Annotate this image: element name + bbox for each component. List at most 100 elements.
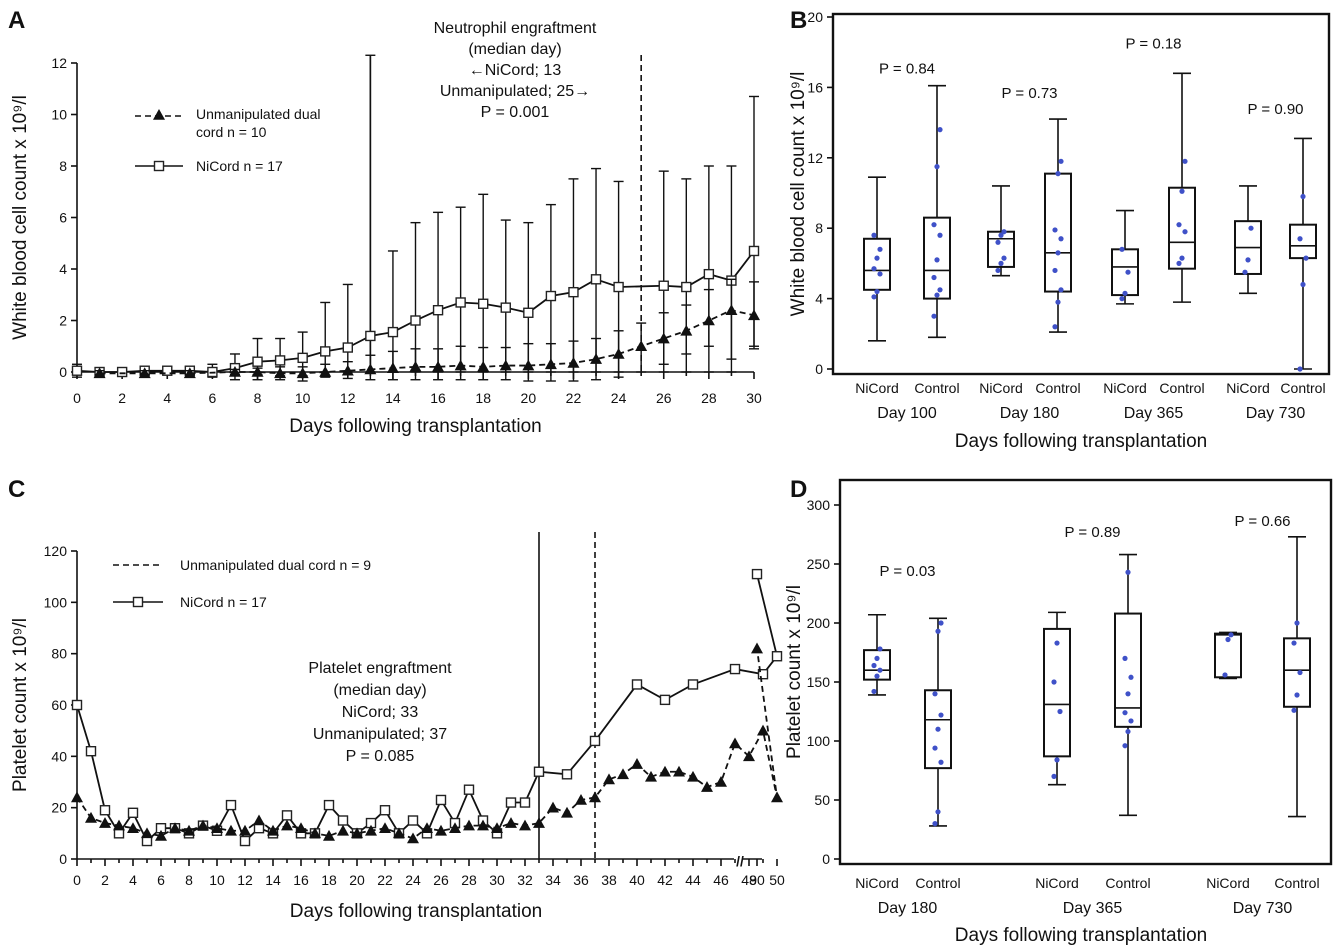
panel-b: B 0 4 8 12 16 20 White blood cell count x 10⁹/l… [788,7,1331,452]
box-group: P = 0.03 Day 180 NiCord Control [855,563,960,917]
data-point [1225,636,1231,643]
data-point [1055,171,1061,177]
data-point [323,829,335,841]
data-point [748,309,760,321]
data-point [1119,296,1125,302]
data-point [1001,229,1007,235]
data-point [155,829,167,841]
data-point [393,827,405,839]
data-point [590,353,603,364]
annotation-a: ←NiCord; 13 [469,62,562,79]
box-category-label: NiCord [855,875,899,891]
data-point [211,822,223,833]
box [1111,248,1139,297]
data-point [1291,640,1297,646]
y-axis-title-c: Platelet count x 10⁹/l [10,618,31,792]
data-point [435,824,447,836]
data-point [589,791,601,803]
box-category-label: Control [915,875,960,891]
data-point [432,305,444,316]
data-point [932,745,938,751]
data-point [931,274,937,281]
x-tick-label-c: 20 [349,872,365,888]
data-point [687,770,699,782]
box-group: P = 0.66 Day 730 NiCord Control [1206,513,1319,917]
y-tick-label-c: 40 [51,748,67,764]
data-point [505,817,517,828]
data-point [725,304,738,315]
data-point [659,765,671,777]
annotation-a: Unmanipulated; 25→ [440,83,590,100]
data-point [228,366,241,377]
x-tick-label-c: 26 [433,872,449,888]
x-axis-title: Days following transplantation [955,431,1207,452]
y-tick-label: 12 [807,150,823,166]
data-point [183,824,195,836]
box-category-label: NiCord [1103,380,1147,396]
data-point [365,824,377,836]
x-tick-label-c: 50 [769,872,785,888]
data-point [748,245,760,257]
data-point [533,766,545,777]
series-nicord-a [71,54,760,382]
data-point [225,824,237,836]
data-point [116,366,128,378]
data-point [931,313,937,319]
annotation-a: P = 0.001 [481,104,550,121]
y-tick-label: 4 [815,291,823,307]
data-point [771,651,783,662]
x-tick-label-c: 12 [237,872,253,888]
data-point [1057,708,1063,715]
group-day-label: Day 365 [1124,405,1184,422]
data-point [71,699,83,711]
y-tick-label-a: 10 [51,107,67,123]
data-point [71,791,83,803]
y-tick-label-c: 20 [51,800,67,816]
legend-marker [153,160,165,172]
x-tick-label-c: 32 [517,872,533,888]
box-category-label: Control [1159,380,1204,396]
x-tick-label-c: 46 [713,872,729,888]
data-point [1058,158,1064,164]
data-point [874,255,880,261]
data-point [1119,246,1125,252]
data-point [113,819,125,831]
data-point [239,835,251,847]
box-category-label: Control [1280,380,1325,396]
data-point [934,257,940,263]
data-point [877,246,883,252]
box-category-label: NiCord [1206,875,1250,891]
data-point [703,268,715,280]
data-point [491,822,503,833]
p-value: P = 0.73 [1001,85,1057,102]
x-tick-label-c: 28 [461,872,477,888]
y-tick-label: 20 [807,9,823,25]
data-point [702,314,715,326]
box [923,216,951,300]
group-day-label: Day 730 [1246,405,1306,422]
data-point [937,232,943,238]
data-point [478,298,489,309]
legend-c: Unmanipulated dual cord n = 9 NiCord n = … [113,557,371,610]
group-day-label: Day 100 [877,405,937,422]
data-point [877,271,883,277]
data-point [197,819,209,831]
data-point [141,827,153,839]
y-axis-title: White blood cell count x 10⁹/l [788,72,809,317]
data-point [631,758,643,769]
data-point [99,805,111,816]
data-point [533,817,545,828]
panel-d: D 0 50 100 150 200 250 300 Platelet count x 10⁹/… [784,476,1333,946]
data-point [169,822,181,833]
data-point [1179,255,1185,261]
data-point [463,784,475,795]
data-point [935,809,941,815]
data-point [871,688,877,695]
data-point [1182,229,1188,235]
y-tick-label: 250 [807,556,831,572]
data-point [934,292,940,298]
data-point [932,691,938,697]
annotation-c: Platelet engraftment [308,660,452,677]
box [863,237,891,291]
